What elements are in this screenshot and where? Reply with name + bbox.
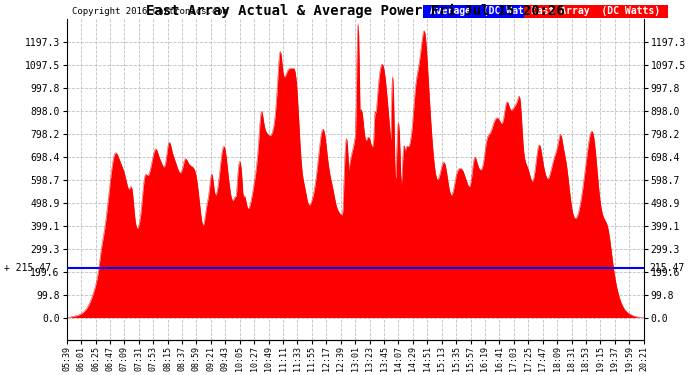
Text: 215.47: 215.47 [649, 263, 684, 273]
Title: East Array Actual & Average Power Fri Jul 15 20:26: East Array Actual & Average Power Fri Ju… [146, 4, 564, 18]
Text: + 215.47: + 215.47 [4, 263, 51, 273]
Text: Copyright 2016 Cartronics.com: Copyright 2016 Cartronics.com [72, 7, 228, 16]
Text: Average  (DC Watts): Average (DC Watts) [424, 6, 548, 16]
Text: East Array  (DC Watts): East Array (DC Watts) [525, 6, 667, 16]
